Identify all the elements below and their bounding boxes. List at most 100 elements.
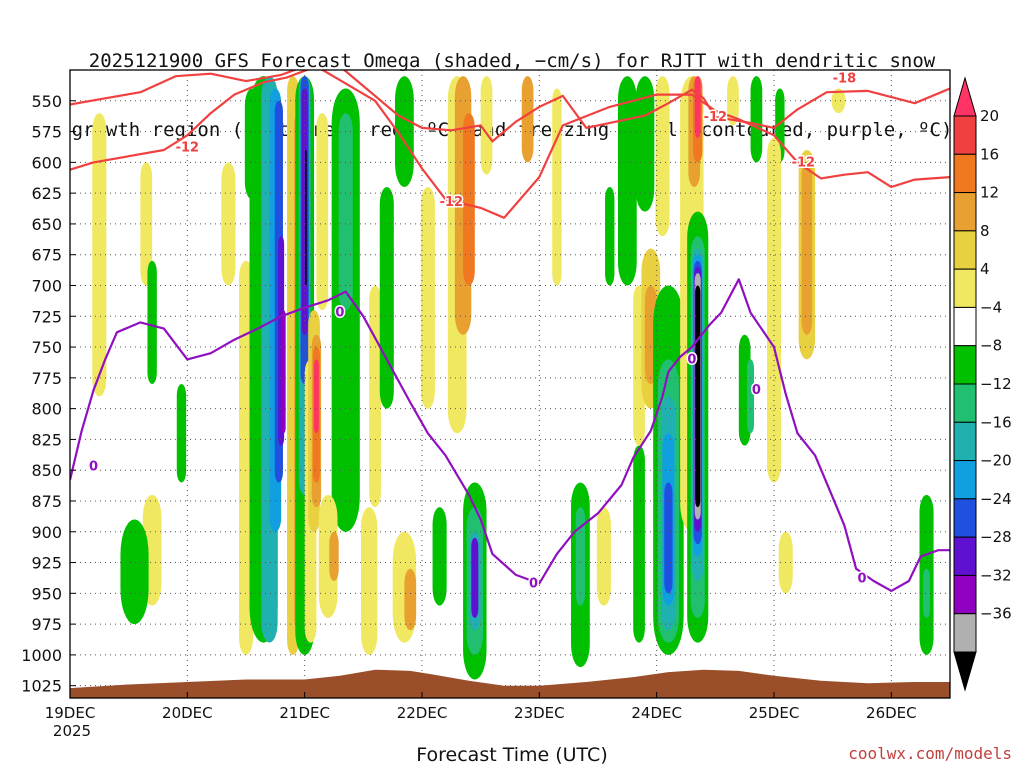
- ytick-875: 875: [31, 492, 62, 511]
- omega-cell-5: [147, 260, 157, 384]
- omega-cell-32: [360, 507, 378, 655]
- omega-cell-14: [281, 310, 286, 434]
- omega-cell-31: [329, 531, 339, 582]
- omega-cell-78: [727, 76, 739, 126]
- ytick-1000: 1000: [21, 646, 62, 665]
- colorbar-bin-8: [953, 383, 977, 423]
- colorbar-tick-4: 4: [980, 260, 990, 278]
- colorbar-top-arrow: [953, 76, 977, 117]
- xtick-sub-19DEC: 2025: [53, 722, 91, 740]
- omega-cell-0: [92, 113, 107, 397]
- omega-shading: [92, 76, 934, 680]
- colorbar-tick-12: −32: [980, 566, 1012, 584]
- omega-cell-59: [633, 445, 645, 643]
- contour-label-0: -12: [176, 141, 200, 156]
- colorbar-bin-3: [953, 192, 977, 232]
- ytick-575: 575: [31, 123, 62, 142]
- omega-cell-75: [695, 285, 701, 508]
- contour-dgz-upper: [70, 70, 950, 143]
- colorbar-bin-10: [953, 460, 977, 500]
- ytick-950: 950: [31, 584, 62, 603]
- colorbar-bin-7: [953, 345, 977, 385]
- colorbar-tick-5: −4: [980, 298, 1002, 316]
- omega-cell-26: [314, 359, 319, 434]
- colorbar-bin-11: [953, 498, 977, 538]
- omega-cell-51: [575, 507, 586, 606]
- ytick-975: 975: [31, 615, 62, 634]
- omega-cell-65: [664, 482, 673, 594]
- ytick-725: 725: [31, 307, 62, 326]
- xtick-23DEC: 23DEC: [514, 704, 565, 722]
- colorbar-tick-3: 8: [980, 222, 990, 240]
- colorbar-tick-0: 20: [980, 107, 999, 125]
- contour-label-9: 0: [752, 383, 761, 398]
- contour-label-3: -12: [792, 155, 816, 170]
- ytick-925: 925: [31, 554, 62, 573]
- colorbar-bottom-arrow: [953, 651, 977, 692]
- colorbar-bin-5: [953, 268, 977, 308]
- ytick-625: 625: [31, 184, 62, 203]
- omega-cell-34: [379, 186, 394, 409]
- omega-cell-39: [432, 507, 447, 606]
- colorbar-bin-9: [953, 421, 977, 462]
- contour-label-4: -18: [833, 72, 857, 87]
- omega-cell-46: [471, 537, 479, 618]
- omega-cell-29: [338, 113, 353, 311]
- x-axis-label: Forecast Time (UTC): [416, 744, 608, 766]
- ytick-900: 900: [31, 523, 62, 542]
- omega-cell-54: [617, 76, 637, 286]
- omega-cell-89: [923, 568, 931, 618]
- colorbar-bin-14: [953, 613, 977, 653]
- contour-label-7: 0: [529, 576, 538, 591]
- omega-cell-87: [831, 88, 846, 114]
- omega-cell-47: [480, 76, 493, 175]
- omega-cell-86: [801, 162, 813, 335]
- ytick-550: 550: [31, 92, 62, 111]
- contour-label-10: 0: [857, 572, 866, 587]
- contour-freezing-level: [70, 278, 950, 592]
- ytick-700: 700: [31, 276, 62, 295]
- contour-label-8: 0: [687, 352, 696, 367]
- xtick-20DEC: 20DEC: [162, 704, 213, 722]
- colorbar-tick-11: −28: [980, 528, 1012, 546]
- xtick-24DEC: 24DEC: [631, 704, 682, 722]
- omega-cell-21: [305, 150, 307, 286]
- colorbar-tick-1: 16: [980, 145, 999, 163]
- colorbar-bin-4: [953, 230, 977, 270]
- ytick-1025: 1025: [21, 677, 62, 696]
- omega-cell-80: [747, 359, 755, 434]
- contour-label-5: 0: [335, 306, 344, 321]
- xtick-22DEC: 22DEC: [397, 704, 448, 722]
- contour-lines: [70, 70, 950, 592]
- y-axis: 550 575 600 625 650 675 700 725 750 775 800 825 850 8…: [21, 92, 76, 696]
- plot-frame: [69, 69, 951, 699]
- ytick-675: 675: [31, 246, 62, 265]
- omega-cell-3: [120, 519, 149, 625]
- omega-cell-1: [140, 162, 153, 286]
- grid-lines: [70, 70, 950, 698]
- omega-cell-33: [369, 285, 381, 508]
- xtick-21DEC: 21DEC: [279, 704, 330, 722]
- ytick-850: 850: [31, 461, 62, 480]
- colorbar-bin-12: [953, 536, 977, 576]
- colorbar-bin-6: [953, 306, 977, 347]
- omega-cell-35: [395, 76, 414, 187]
- omega-cell-37: [404, 568, 417, 631]
- omega-cell-52: [596, 507, 611, 606]
- ytick-750: 750: [31, 338, 62, 357]
- title-line-1: 2025121900 GFS Forecast Omega (shaded, −…: [88, 50, 936, 72]
- omega-cell-30: [318, 494, 338, 618]
- contour-labels: -12 -12 -12 -12 -18 0 0 0 0 0 0: [87, 70, 868, 593]
- terrain: [70, 669, 950, 698]
- ytick-600: 600: [31, 153, 62, 172]
- colorbar-bin-1: [953, 115, 977, 155]
- ytick-775: 775: [31, 369, 62, 388]
- xtick-26DEC: 26DEC: [866, 704, 917, 722]
- omega-cell-77: [694, 76, 701, 138]
- ytick-650: 650: [31, 215, 62, 234]
- colorbar-tick-10: −24: [980, 490, 1012, 508]
- colorbar-tick-9: −20: [980, 452, 1012, 470]
- omega-cell-27: [316, 113, 329, 311]
